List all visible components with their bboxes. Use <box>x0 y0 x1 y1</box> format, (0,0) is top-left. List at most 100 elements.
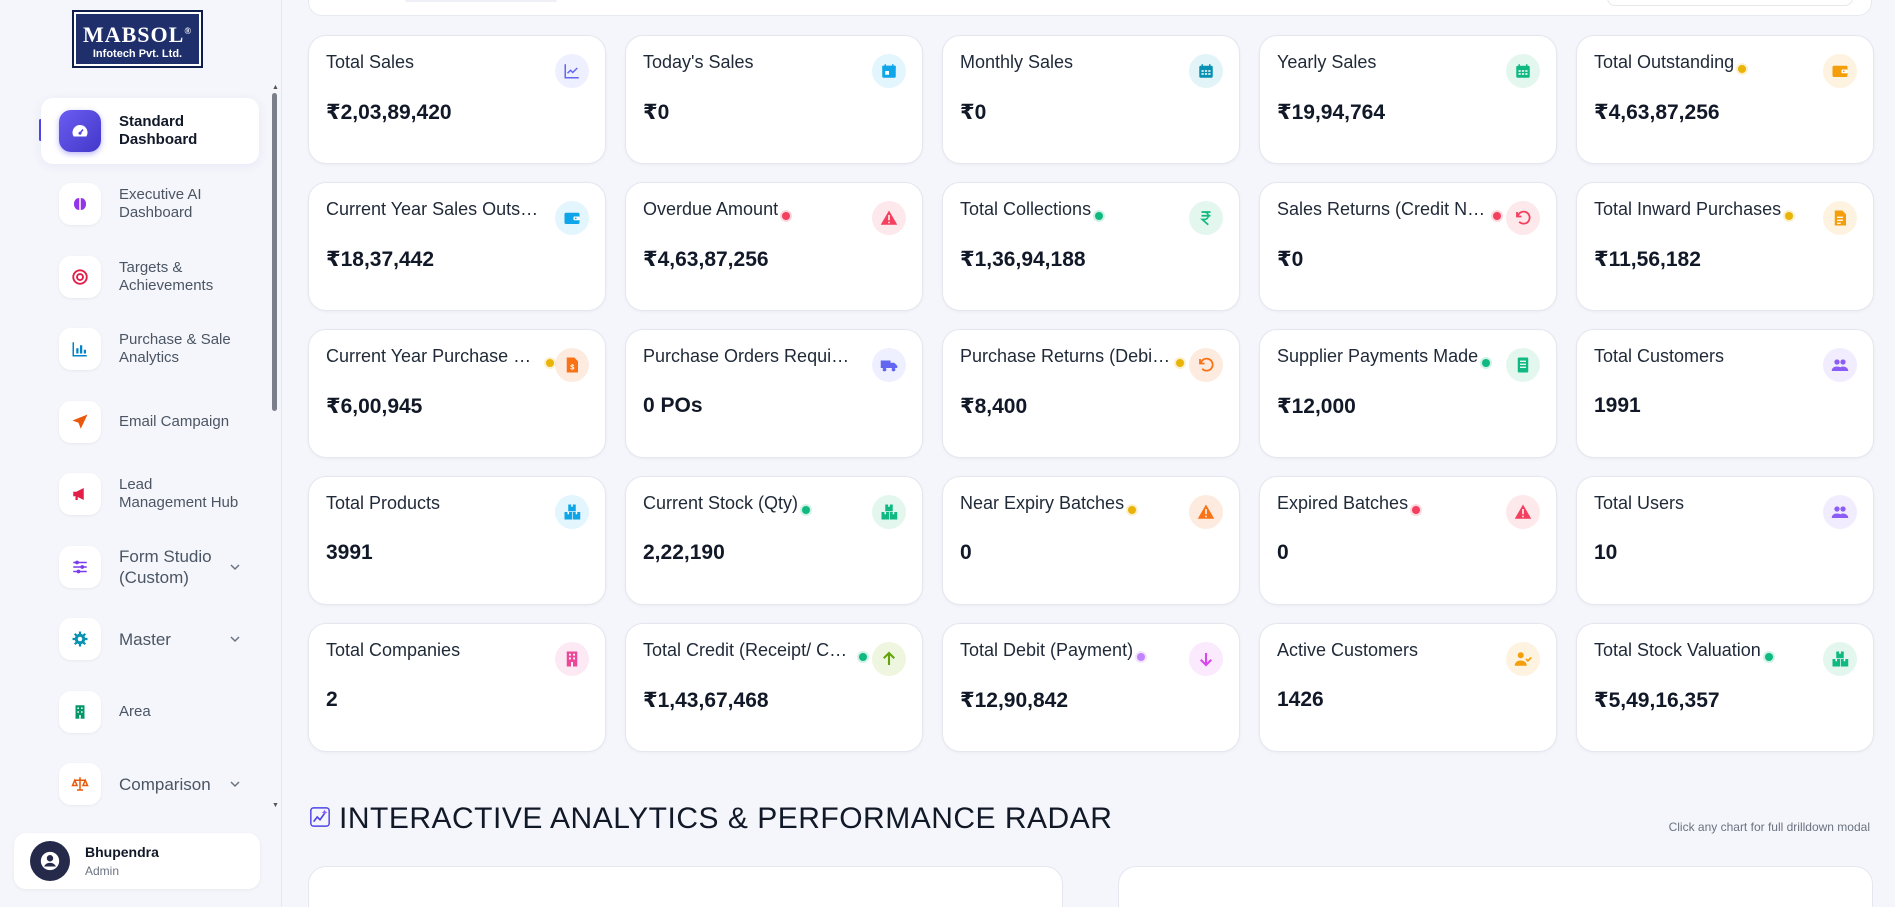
user-role: Admin <box>85 864 120 878</box>
building-icon <box>555 642 589 676</box>
kpi-card[interactable]: Total Products 3991 <box>308 476 606 605</box>
kpi-card-value: ₹18,37,442 <box>326 248 435 271</box>
kpi-card[interactable]: Supplier Payments Made ₹12,000 <box>1259 329 1557 458</box>
kpi-card-title: Total Users <box>1594 493 1685 513</box>
active-indicator <box>39 119 42 141</box>
kpi-card-value: 1991 <box>1594 394 1641 417</box>
kpi-card[interactable]: Today's Sales ₹0 <box>625 35 923 164</box>
kpi-card-value: ₹11,56,182 <box>1594 248 1701 271</box>
sparkle-chart-icon <box>309 806 331 833</box>
kpi-card-title: Current Year Sales Outstanding <box>326 199 542 219</box>
kpi-card[interactable]: Current Stock (Qty) 2,22,190 <box>625 476 923 605</box>
kpi-card-title: Purchase Orders Requisitions <box>643 346 855 366</box>
sidebar-item-master[interactable]: Master <box>41 606 259 672</box>
sidebar-item-email-campaign[interactable]: Email Campaign <box>41 389 259 455</box>
kpi-card[interactable]: Total Sales ₹2,03,89,420 <box>308 35 606 164</box>
kpi-card[interactable]: Current Year Purchase Outstanding ₹6,00,9… <box>308 329 606 458</box>
kpi-card-value: 10 <box>1594 541 1618 564</box>
building-icon <box>59 691 101 733</box>
sidebar-item-comparison[interactable]: Comparison <box>41 751 259 817</box>
sidebar-item-label: Executive AI Dashboard <box>119 186 202 221</box>
kpi-card-title: Total Credit (Receipt/ Collections) <box>643 640 855 660</box>
user-profile-card[interactable]: Bhupendra Admin <box>14 833 260 889</box>
status-dot <box>859 653 867 661</box>
sidebar-scrollbar[interactable] <box>272 93 277 411</box>
sidebar-item-executive-ai[interactable]: Executive AI Dashboard <box>41 171 259 237</box>
sidebar-item-standard-dashboard[interactable]: Standard Dashboard <box>41 98 259 164</box>
sidebar-item-lead-management[interactable]: Lead Management Hub <box>41 461 259 527</box>
sidebar-item-label: Lead Management Hub <box>119 476 239 511</box>
kpi-card-value: ₹8,400 <box>960 395 1028 418</box>
kpi-card[interactable]: Total Collections ₹1,36,94,188 <box>942 182 1240 311</box>
kpi-card-title: Today's Sales <box>643 52 754 72</box>
kpi-card[interactable]: Overdue Amount ₹4,63,87,256 <box>625 182 923 311</box>
kpi-card-value: 3991 <box>326 541 373 564</box>
calendar-day-icon <box>872 54 906 88</box>
wallet-icon <box>555 201 589 235</box>
chart-panel-right[interactable] <box>1118 866 1873 907</box>
scroll-up-arrow[interactable]: ▲ <box>272 84 279 91</box>
gear-icon <box>59 618 101 660</box>
brain-icon <box>59 183 101 225</box>
header-search-control[interactable] <box>1607 0 1853 6</box>
header-filter-control[interactable] <box>405 0 557 2</box>
kpi-card-value: ₹1,36,94,188 <box>960 248 1086 271</box>
kpi-card-value: ₹0 <box>1277 248 1304 271</box>
sidebar-item-form-studio[interactable]: Form Studio (Custom) <box>41 534 259 600</box>
sidebar-item-area[interactable]: Area <box>41 679 259 745</box>
chart-panel-left[interactable] <box>308 866 1063 907</box>
kpi-card[interactable]: Purchase Orders Requisitions 0 POs <box>625 329 923 458</box>
company-logo[interactable]: MABSOL® Infotech Pvt. Ltd. <box>72 10 203 68</box>
kpi-card-value: ₹1,43,67,468 <box>643 689 769 712</box>
kpi-card[interactable]: Current Year Sales Outstanding ₹18,37,442 <box>308 182 606 311</box>
kpi-card-value: ₹2,03,89,420 <box>326 101 452 124</box>
kpi-card-title: Current Year Purchase Outstanding <box>326 346 542 366</box>
kpi-card[interactable]: Total Credit (Receipt/ Collections) ₹1,43… <box>625 623 923 752</box>
top-header-bar <box>308 0 1872 16</box>
kpi-card[interactable]: Total Users 10 <box>1576 476 1874 605</box>
warning-icon <box>1189 495 1223 529</box>
kpi-card-value: ₹0 <box>643 101 670 124</box>
bar-chart-icon <box>59 328 101 370</box>
kpi-card-value: 2,22,190 <box>643 541 725 564</box>
kpi-card-title: Current Stock (Qty) <box>643 493 799 513</box>
kpi-card[interactable]: Purchase Returns (Debit Notes) ₹8,400 <box>942 329 1240 458</box>
dashboard-gauge-icon <box>59 110 101 152</box>
kpi-card[interactable]: Sales Returns (Credit Notes) ₹0 <box>1259 182 1557 311</box>
status-dot <box>1764 653 1773 661</box>
kpi-card[interactable]: Monthly Sales ₹0 <box>942 35 1240 164</box>
undo-icon <box>1506 201 1540 235</box>
kpi-card[interactable]: Yearly Sales ₹19,94,764 <box>1259 35 1557 164</box>
status-dot <box>1095 212 1104 220</box>
kpi-card[interactable]: Total Inward Purchases ₹11,56,182 <box>1576 182 1874 311</box>
kpi-card[interactable]: Total Stock Valuation ₹5,49,16,357 <box>1576 623 1874 752</box>
kpi-card[interactable]: Active Customers 1426 <box>1259 623 1557 752</box>
kpi-card-value: 1426 <box>1277 688 1324 711</box>
scroll-down-arrow[interactable]: ▼ <box>272 802 279 809</box>
trend-chart-icon <box>555 54 589 88</box>
kpi-card-title: Total Inward Purchases <box>1594 199 1782 219</box>
users-icon <box>1823 348 1857 382</box>
arrow-down-icon <box>1189 642 1223 676</box>
sidebar-item-targets[interactable]: Targets & Achievements <box>41 244 259 310</box>
kpi-card[interactable]: Near Expiry Batches 0 <box>942 476 1240 605</box>
kpi-card[interactable]: Total Outstanding ₹4,63,87,256 <box>1576 35 1874 164</box>
logo-registered-mark: ® <box>184 26 193 36</box>
kpi-card-value: 0 POs <box>643 394 703 417</box>
target-icon <box>59 256 101 298</box>
sidebar-item-purchase-sale-analytics[interactable]: Purchase & Sale Analytics <box>41 316 259 382</box>
status-dot <box>802 506 811 514</box>
sidebar-item-label: Master <box>119 629 171 649</box>
boxes-icon <box>872 495 906 529</box>
users-icon <box>1823 495 1857 529</box>
kpi-card[interactable]: Total Companies 2 <box>308 623 606 752</box>
kpi-card[interactable]: Total Debit (Payment) ₹12,90,842 <box>942 623 1240 752</box>
document-icon <box>1823 201 1857 235</box>
kpi-card[interactable]: Total Customers 1991 <box>1576 329 1874 458</box>
user-check-icon <box>1506 642 1540 676</box>
kpi-card-value: ₹6,00,945 <box>326 395 423 418</box>
status-dot <box>1176 359 1184 367</box>
kpi-card[interactable]: Expired Batches 0 <box>1259 476 1557 605</box>
status-dot <box>1738 65 1747 73</box>
svg-text:$: $ <box>570 363 575 372</box>
